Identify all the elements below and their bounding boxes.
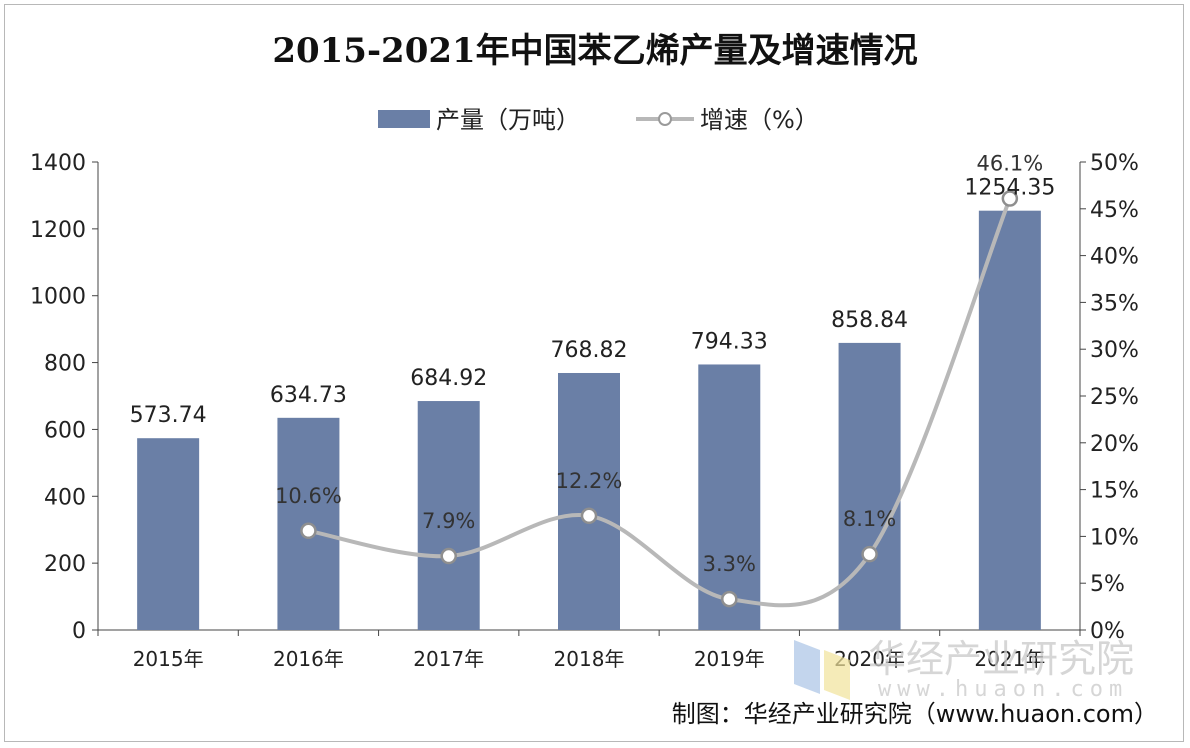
production-bar-label: 768.82 bbox=[551, 338, 628, 363]
production-bar bbox=[137, 438, 200, 630]
y-right-tick-label: 45% bbox=[1090, 198, 1139, 223]
x-tick-label: 2016年 bbox=[273, 647, 344, 671]
y-right-tick-label: 10% bbox=[1090, 525, 1139, 550]
watermark-url: www.huaon.com bbox=[878, 677, 1128, 702]
y-right-tick-label: 0% bbox=[1090, 619, 1125, 644]
growth-point bbox=[721, 590, 738, 608]
production-bar bbox=[417, 401, 480, 630]
y-left-tick-label: 1400 bbox=[30, 151, 86, 176]
growth-point bbox=[440, 547, 457, 565]
y-left-tick-label: 1200 bbox=[30, 218, 86, 243]
growth-point bbox=[1001, 190, 1019, 207]
growth-label: 12.2% bbox=[556, 469, 623, 493]
y-right-tick-label: 5% bbox=[1090, 572, 1125, 597]
watermark-logo bbox=[794, 640, 820, 694]
legend-line-marker bbox=[658, 112, 672, 126]
production-bar-label: 684.92 bbox=[410, 366, 487, 391]
y-right-tick-label: 20% bbox=[1090, 432, 1139, 457]
watermark: 华经产业研究院 www.huaon.com bbox=[794, 637, 1134, 702]
y-right-tick-label: 15% bbox=[1090, 479, 1139, 504]
y-left-tick-label: 800 bbox=[44, 352, 86, 377]
x-tick-label: 2021年 bbox=[974, 647, 1045, 671]
y-right-tick-label: 25% bbox=[1090, 385, 1139, 410]
production-bar-label: 1254.35 bbox=[964, 176, 1055, 201]
production-bar bbox=[698, 364, 761, 630]
growth-line-series bbox=[300, 190, 1019, 608]
watermark-name: 华经产业研究院 bbox=[868, 637, 1134, 681]
x-tick-label: 2015年 bbox=[133, 647, 204, 671]
chart-title: 2015-2021年中国苯乙烯产量及增速情况 bbox=[272, 31, 917, 71]
growth-label: 7.9% bbox=[422, 509, 475, 533]
growth-label: 46.1% bbox=[976, 152, 1043, 176]
y-right-tick-label: 50% bbox=[1090, 151, 1139, 176]
y-left-tick-label: 1000 bbox=[30, 285, 86, 310]
production-bar-label: 858.84 bbox=[831, 308, 908, 333]
production-bar-label: 573.74 bbox=[130, 403, 207, 428]
legend-bar-swatch bbox=[378, 110, 430, 128]
x-tick-label: 2019年 bbox=[694, 647, 765, 671]
watermark-logo-accent bbox=[824, 650, 850, 700]
y-right-tick-label: 35% bbox=[1090, 291, 1139, 316]
y-right-tick-label: 40% bbox=[1090, 245, 1139, 270]
axes: 0 200 400 600 800 1000 1200 1400 0% 5% 10% 15% 20% 25… bbox=[30, 151, 1139, 671]
y-left-tick-label: 400 bbox=[44, 485, 86, 510]
data-labels: 573.74 634.73 684.92 768.82 794.33 858.84 1254… bbox=[130, 152, 1056, 577]
x-tick-label: 2018年 bbox=[554, 647, 625, 671]
growth-point bbox=[580, 507, 598, 525]
source-note: 制图：华经产业研究院（www.huaon.com） bbox=[672, 700, 1158, 728]
growth-point bbox=[861, 545, 878, 563]
growth-label: 8.1% bbox=[843, 507, 896, 531]
bar-series bbox=[137, 210, 1041, 630]
y-left-tick-label: 0 bbox=[72, 619, 86, 644]
growth-label: 10.6% bbox=[275, 484, 342, 508]
legend-line-label: 增速（%） bbox=[700, 106, 819, 134]
production-bar-label: 794.33 bbox=[691, 329, 768, 354]
production-bar-label: 634.73 bbox=[270, 383, 347, 408]
growth-point bbox=[300, 522, 317, 540]
y-right-tick-label: 30% bbox=[1090, 338, 1139, 363]
y-left-tick-label: 200 bbox=[44, 552, 86, 577]
x-tick-label: 2017年 bbox=[413, 647, 484, 671]
production-bar bbox=[838, 342, 901, 630]
y-left-tick-label: 600 bbox=[44, 418, 86, 443]
growth-line bbox=[308, 197, 1012, 608]
production-bar bbox=[978, 210, 1041, 630]
legend-bar-label: 产量（万吨） bbox=[436, 106, 580, 134]
production-bar bbox=[558, 372, 620, 630]
legend: 产量（万吨） 增速（%） bbox=[378, 106, 819, 134]
growth-label: 3.3% bbox=[703, 552, 756, 576]
